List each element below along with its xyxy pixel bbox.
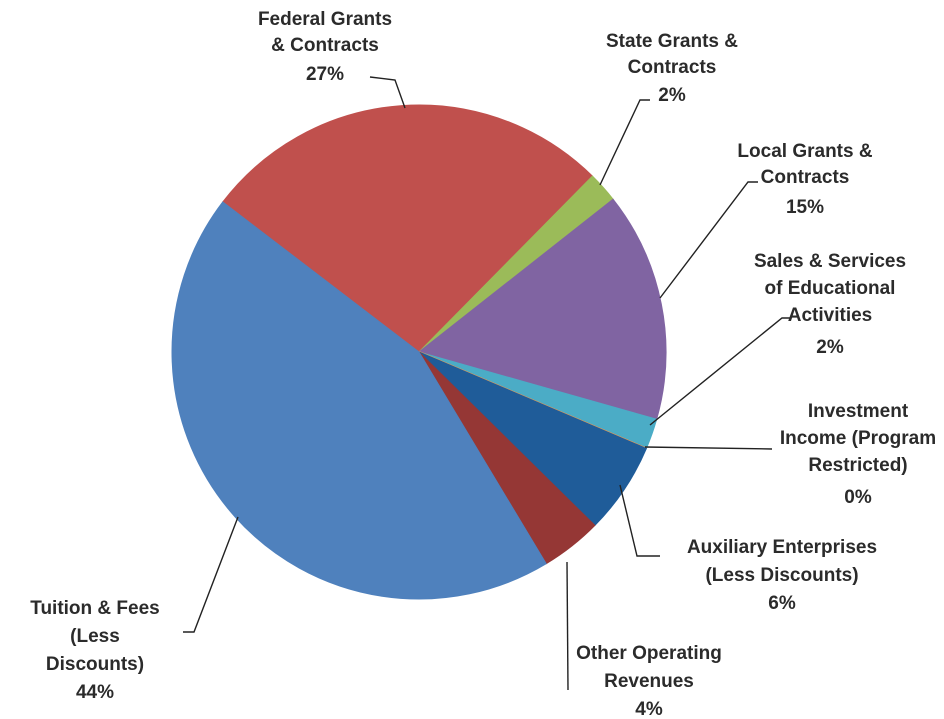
- slice-value-label: 44%: [76, 682, 114, 703]
- leader-line: [566, 561, 569, 691]
- slice-label: of Educational: [765, 278, 896, 299]
- leader-line: [644, 446, 773, 450]
- slice-label: State Grants &: [606, 31, 738, 52]
- pie-slice: [222, 104, 594, 353]
- slice-label: Tuition & Fees: [30, 598, 159, 619]
- slice-label: Sales & Services: [754, 251, 906, 272]
- slice-label: Investment: [808, 401, 909, 422]
- slice-value-label: 27%: [306, 64, 344, 85]
- slice-label: Activities: [788, 305, 872, 326]
- slice-label: Local Grants &: [737, 141, 872, 162]
- pie-slice: [417, 198, 667, 420]
- slice-label: Auxiliary Enterprises: [687, 537, 877, 558]
- slice-label: Other Operating: [576, 643, 722, 664]
- slice-label: & Contracts: [271, 35, 379, 56]
- leader-line: [619, 484, 660, 557]
- slice-label: (Less: [70, 626, 120, 647]
- leader-line: [649, 317, 790, 426]
- slice-label: Contracts: [628, 57, 717, 78]
- slice-label: Discounts): [46, 654, 144, 675]
- slice-value-label: 2%: [658, 85, 686, 106]
- slice-value-label: 15%: [786, 197, 824, 218]
- leader-line: [659, 181, 758, 299]
- slice-label: Revenues: [604, 671, 694, 692]
- leader-line: [369, 76, 406, 109]
- slice-label: (Less Discounts): [705, 565, 858, 586]
- slice-value-label: 6%: [768, 593, 796, 614]
- slice-label: Restricted): [808, 455, 907, 476]
- slice-value-label: 2%: [816, 337, 844, 358]
- pie-slice: [171, 201, 547, 600]
- leader-line: [183, 516, 239, 633]
- leader-line: [599, 99, 650, 186]
- slice-value-label: 0%: [844, 487, 872, 508]
- slice-label: Contracts: [761, 167, 850, 188]
- slice-value-label: 4%: [635, 699, 663, 719]
- slice-label: Income (Program: [780, 428, 936, 449]
- slice-label: Federal Grants: [258, 9, 392, 30]
